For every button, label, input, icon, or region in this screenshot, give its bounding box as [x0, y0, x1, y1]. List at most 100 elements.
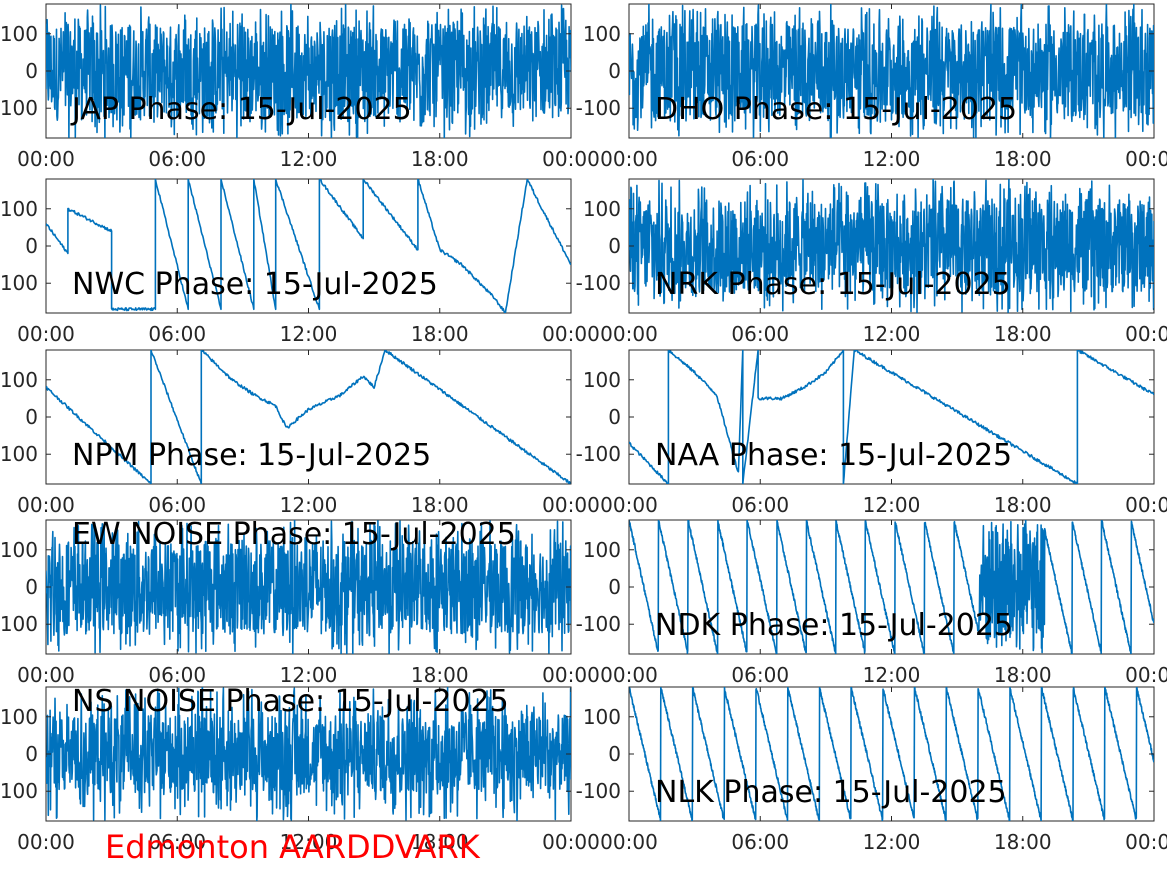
y-tick-label: 0 [608, 234, 621, 258]
y-tick-label: -100 [576, 779, 621, 803]
panel-title: NS NOISE Phase: 15-Jul-2025 [72, 684, 509, 719]
y-tick-label: 100 [0, 538, 38, 562]
y-tick-label: 0 [25, 742, 38, 766]
phase-panel: 100 0 -100 00:00 06:00 12:00 18:00 00:00 EW NOIS… [0, 517, 600, 687]
x-tick-label: 00:00 [17, 322, 75, 346]
y-tick-label: 0 [608, 575, 621, 599]
x-tick-label: 12:00 [280, 663, 338, 687]
x-tick-label: 18:00 [411, 322, 469, 346]
y-tick-label: 0 [25, 59, 38, 83]
y-tick-label: 100 [0, 368, 38, 392]
x-tick-label: 06:00 [731, 663, 789, 687]
phase-panel: 100 0 -100 00:00 06:00 12:00 18:00 00:00 NWC Pha… [0, 178, 600, 346]
x-tick-label: 12:00 [863, 663, 921, 687]
panel-title: NWC Phase: 15-Jul-2025 [72, 267, 438, 302]
phase-series [46, 350, 571, 484]
panel-title: NAA Phase: 15-Jul-2025 [655, 438, 1012, 473]
x-tick-label: 18:00 [994, 322, 1052, 346]
x-tick-label: 00:00 [542, 493, 600, 517]
x-tick-label: 12:00 [280, 322, 338, 346]
y-tick-label: -100 [576, 271, 621, 295]
y-tick-label: 0 [608, 59, 621, 83]
plot-frame [628, 686, 1155, 822]
x-tick-label: 12:00 [863, 322, 921, 346]
y-tick-label: 100 [583, 538, 621, 562]
x-tick-label: 00:00 [600, 322, 658, 346]
x-tick-label: 06:00 [731, 830, 789, 854]
x-tick-label: 00:00 [1125, 493, 1167, 517]
x-tick-label: 18:00 [994, 147, 1052, 171]
phase-panel: 100 0 -100 00:00 06:00 12:00 18:00 00:00 NPM Pha… [0, 349, 600, 517]
x-tick-label: 06:00 [148, 493, 206, 517]
y-tick-label: -100 [0, 442, 38, 466]
phase-panel: 100 0 -100 00:00 06:00 12:00 18:00 00:00 NAA Pha… [576, 349, 1167, 517]
phase-series [46, 520, 571, 654]
panel-title: EW NOISE Phase: 15-Jul-2025 [72, 517, 516, 552]
x-tick-label: 06:00 [731, 493, 789, 517]
phase-series [46, 687, 571, 821]
x-tick-label: 18:00 [411, 147, 469, 171]
phase-panel: 100 0 -100 00:00 06:00 12:00 18:00 00:00 NS NOIS… [0, 684, 600, 854]
plot-frame [45, 349, 572, 485]
y-tick-label: 0 [608, 405, 621, 429]
panel-title: NDK Phase: 15-Jul-2025 [655, 608, 1013, 643]
panel-title: NLK Phase: 15-Jul-2025 [655, 775, 1007, 810]
x-tick-label: 12:00 [280, 830, 338, 854]
phase-series [629, 350, 1154, 484]
phase-series [629, 179, 1154, 313]
x-tick-label: 00:00 [542, 147, 600, 171]
y-tick-label: 100 [583, 368, 621, 392]
x-tick-label: 06:00 [148, 147, 206, 171]
x-tick-label: 00:00 [17, 147, 75, 171]
x-tick-label: 00:00 [600, 830, 658, 854]
x-tick-label: 06:00 [148, 830, 206, 854]
x-tick-label: 06:00 [148, 322, 206, 346]
y-tick-label: -100 [0, 96, 38, 120]
x-tick-label: 00:00 [542, 663, 600, 687]
phase-series [629, 687, 1154, 821]
panel-title: NRK Phase: 15-Jul-2025 [655, 267, 1011, 302]
x-tick-label: 00:00 [542, 830, 600, 854]
x-tick-label: 18:00 [994, 830, 1052, 854]
x-tick-label: 12:00 [280, 147, 338, 171]
x-tick-label: 00:00 [542, 322, 600, 346]
phase-panel: 100 0 -100 00:00 06:00 12:00 18:00 00:00 JAP Pha… [0, 3, 600, 171]
x-tick-label: 18:00 [411, 663, 469, 687]
x-tick-label: 00:00 [600, 663, 658, 687]
x-tick-label: 12:00 [863, 493, 921, 517]
x-tick-label: 00:00 [1125, 830, 1167, 854]
x-tick-label: 06:00 [148, 663, 206, 687]
panel-title: JAP Phase: 15-Jul-2025 [70, 92, 412, 127]
phase-panel: 100 0 -100 00:00 06:00 12:00 18:00 00:00 NDK Pha… [576, 519, 1167, 687]
x-tick-label: 00:00 [600, 147, 658, 171]
x-tick-label: 12:00 [863, 830, 921, 854]
phase-panel: 100 0 -100 00:00 06:00 12:00 18:00 00:00 NLK Pha… [576, 686, 1167, 854]
y-tick-label: -100 [0, 271, 38, 295]
x-tick-label: 00:00 [17, 493, 75, 517]
x-tick-label: 06:00 [731, 147, 789, 171]
x-tick-label: 00:00 [1125, 147, 1167, 171]
y-tick-label: -100 [0, 612, 38, 636]
y-tick-label: 100 [0, 197, 38, 221]
y-tick-label: -100 [576, 442, 621, 466]
x-tick-label: 06:00 [731, 322, 789, 346]
phase-series [46, 179, 571, 313]
y-tick-label: -100 [576, 612, 621, 636]
x-tick-label: 18:00 [994, 663, 1052, 687]
x-tick-label: 18:00 [411, 830, 469, 854]
phase-series [629, 520, 1154, 654]
y-tick-label: 100 [583, 22, 621, 46]
y-tick-label: -100 [0, 779, 38, 803]
y-tick-label: 0 [25, 234, 38, 258]
panel-title: DHO Phase: 15-Jul-2025 [655, 92, 1017, 127]
x-tick-label: 18:00 [994, 493, 1052, 517]
x-tick-label: 12:00 [280, 493, 338, 517]
x-tick-label: 00:00 [600, 493, 658, 517]
y-tick-label: 0 [25, 575, 38, 599]
y-tick-label: 100 [0, 705, 38, 729]
y-tick-label: 0 [608, 742, 621, 766]
panel-title: NPM Phase: 15-Jul-2025 [72, 438, 431, 473]
x-tick-label: 00:00 [17, 663, 75, 687]
phase-panel: 100 0 -100 00:00 06:00 12:00 18:00 00:00 NRK Pha… [576, 178, 1167, 346]
